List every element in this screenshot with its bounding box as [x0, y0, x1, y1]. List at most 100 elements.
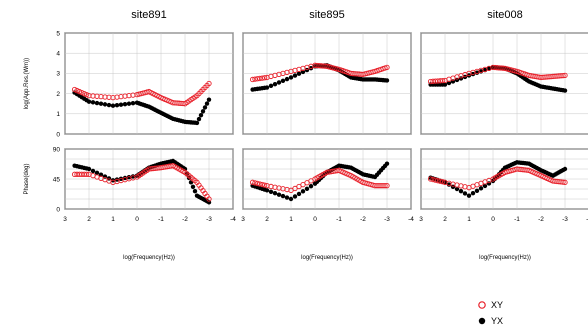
data-point-yx [122, 102, 128, 107]
data-point-yx [194, 120, 200, 126]
data-point-yx [446, 80, 452, 86]
data-point-xy [254, 76, 261, 82]
data-point-yx [276, 80, 282, 85]
x-tick-label: -2 [182, 216, 188, 223]
data-point-xy [439, 179, 446, 185]
data-point-yx [474, 188, 480, 193]
data-point-xy [562, 179, 568, 185]
x-tick-label: -2 [360, 216, 366, 223]
data-point-yx [288, 196, 294, 202]
data-point-xy [432, 177, 439, 183]
legend-marker-xy [478, 301, 486, 309]
data-point-yx [202, 105, 208, 110]
data-point-xy [252, 76, 258, 82]
data-point-yx [200, 109, 206, 114]
data-point-yx [264, 188, 270, 193]
data-point-xy [384, 64, 390, 70]
data-point-yx [86, 166, 92, 172]
data-point-yx [198, 112, 204, 118]
data-point-yx [296, 71, 302, 76]
site-panel-site895: site895 3 2 1 0 -1 -2 -3 -4 log(Frequency(Hz)) [241, 9, 414, 261]
data-point-xy [83, 91, 90, 98]
phase-y-tick-label: 90 [53, 146, 61, 153]
x-tick-label: -4 [408, 216, 414, 223]
data-point-yx [114, 103, 120, 108]
x-tick-label: -3 [562, 216, 568, 223]
data-point-yx [292, 194, 298, 199]
data-point-yx [130, 174, 136, 179]
data-point-xy [249, 179, 256, 185]
data-point-yx [272, 191, 278, 196]
x-tick-label: -1 [336, 216, 342, 223]
x-tick-label: 0 [135, 216, 139, 223]
rho-y-axis-label: log(App.Res.(Wm)) [24, 58, 30, 109]
data-point-yx [284, 195, 290, 200]
x-tick-label: 1 [111, 216, 115, 223]
x-tick-label: -4 [586, 216, 588, 223]
data-point-yx [470, 191, 476, 196]
phase-y-axis-label: Phase(deg) [24, 163, 30, 194]
data-point-yx [118, 102, 124, 107]
data-point-xy [427, 176, 434, 182]
x-tick-label: 1 [289, 216, 293, 223]
rho-y-tick-label: 3 [56, 71, 60, 78]
data-point-xy [382, 183, 388, 189]
data-point-xy [71, 86, 78, 93]
data-point-yx [98, 101, 104, 106]
data-point-yx [304, 186, 310, 191]
x-tick-label: -3 [384, 216, 390, 223]
data-point-xy [257, 75, 263, 82]
x-axis-label: log(Frequency(Hz)) [479, 255, 531, 261]
x-tick-label: 3 [419, 216, 423, 223]
data-point-yx [94, 100, 100, 106]
data-point-yx [446, 182, 452, 187]
data-point-xy [83, 171, 90, 177]
data-point-xy [560, 72, 566, 79]
data-point-yx [454, 186, 460, 192]
data-point-yx [86, 99, 92, 104]
x-tick-label: 2 [443, 216, 447, 223]
site-panel-site008: site008 3 2 1 0 -1 -2 -3 -4 log(Frequency(Hz)) [419, 9, 588, 261]
x-tick-label: 0 [491, 216, 495, 223]
x-tick-label: 0 [313, 216, 317, 223]
data-point-yx [562, 88, 568, 93]
data-point-yx [482, 183, 488, 189]
data-point-xy [435, 178, 441, 184]
data-point-xy [76, 88, 83, 95]
data-point-xy [81, 90, 87, 97]
data-point-xy [206, 80, 212, 87]
rho-y-tick-label: 0 [56, 131, 60, 138]
x-tick-label: -1 [158, 216, 164, 223]
data-point-yx [478, 186, 484, 191]
data-point-xy [562, 72, 568, 79]
data-point-yx [474, 70, 480, 75]
data-point-xy [252, 180, 258, 186]
data-point-yx [110, 103, 116, 108]
data-point-xy [261, 182, 268, 188]
data-point-yx [126, 175, 132, 180]
rho-y-tick-label: 2 [56, 91, 60, 98]
data-point-yx [466, 193, 472, 198]
data-point-xy [257, 181, 263, 187]
legend-label-yx: YX [491, 316, 503, 326]
rho-y-tick-label: 4 [56, 51, 60, 58]
data-point-yx [276, 192, 282, 197]
x-tick-label: 3 [63, 216, 67, 223]
data-point-xy [439, 77, 446, 84]
x-tick-label: -1 [514, 216, 520, 223]
data-point-xy [430, 176, 436, 183]
legend: XY YX [478, 300, 503, 326]
data-point-xy [259, 75, 265, 81]
data-point-xy [560, 179, 566, 185]
data-point-yx [288, 75, 294, 80]
data-point-yx [442, 82, 448, 87]
data-point-yx [562, 166, 568, 172]
x-axis-label: log(Frequency(Hz)) [123, 255, 175, 261]
data-point-yx [300, 189, 306, 194]
phase-y-tick-label: 45 [53, 176, 61, 183]
data-point-xy [254, 180, 261, 187]
legend-marker-yx [478, 317, 486, 325]
data-point-yx [90, 100, 96, 105]
data-point-yx [470, 71, 476, 77]
